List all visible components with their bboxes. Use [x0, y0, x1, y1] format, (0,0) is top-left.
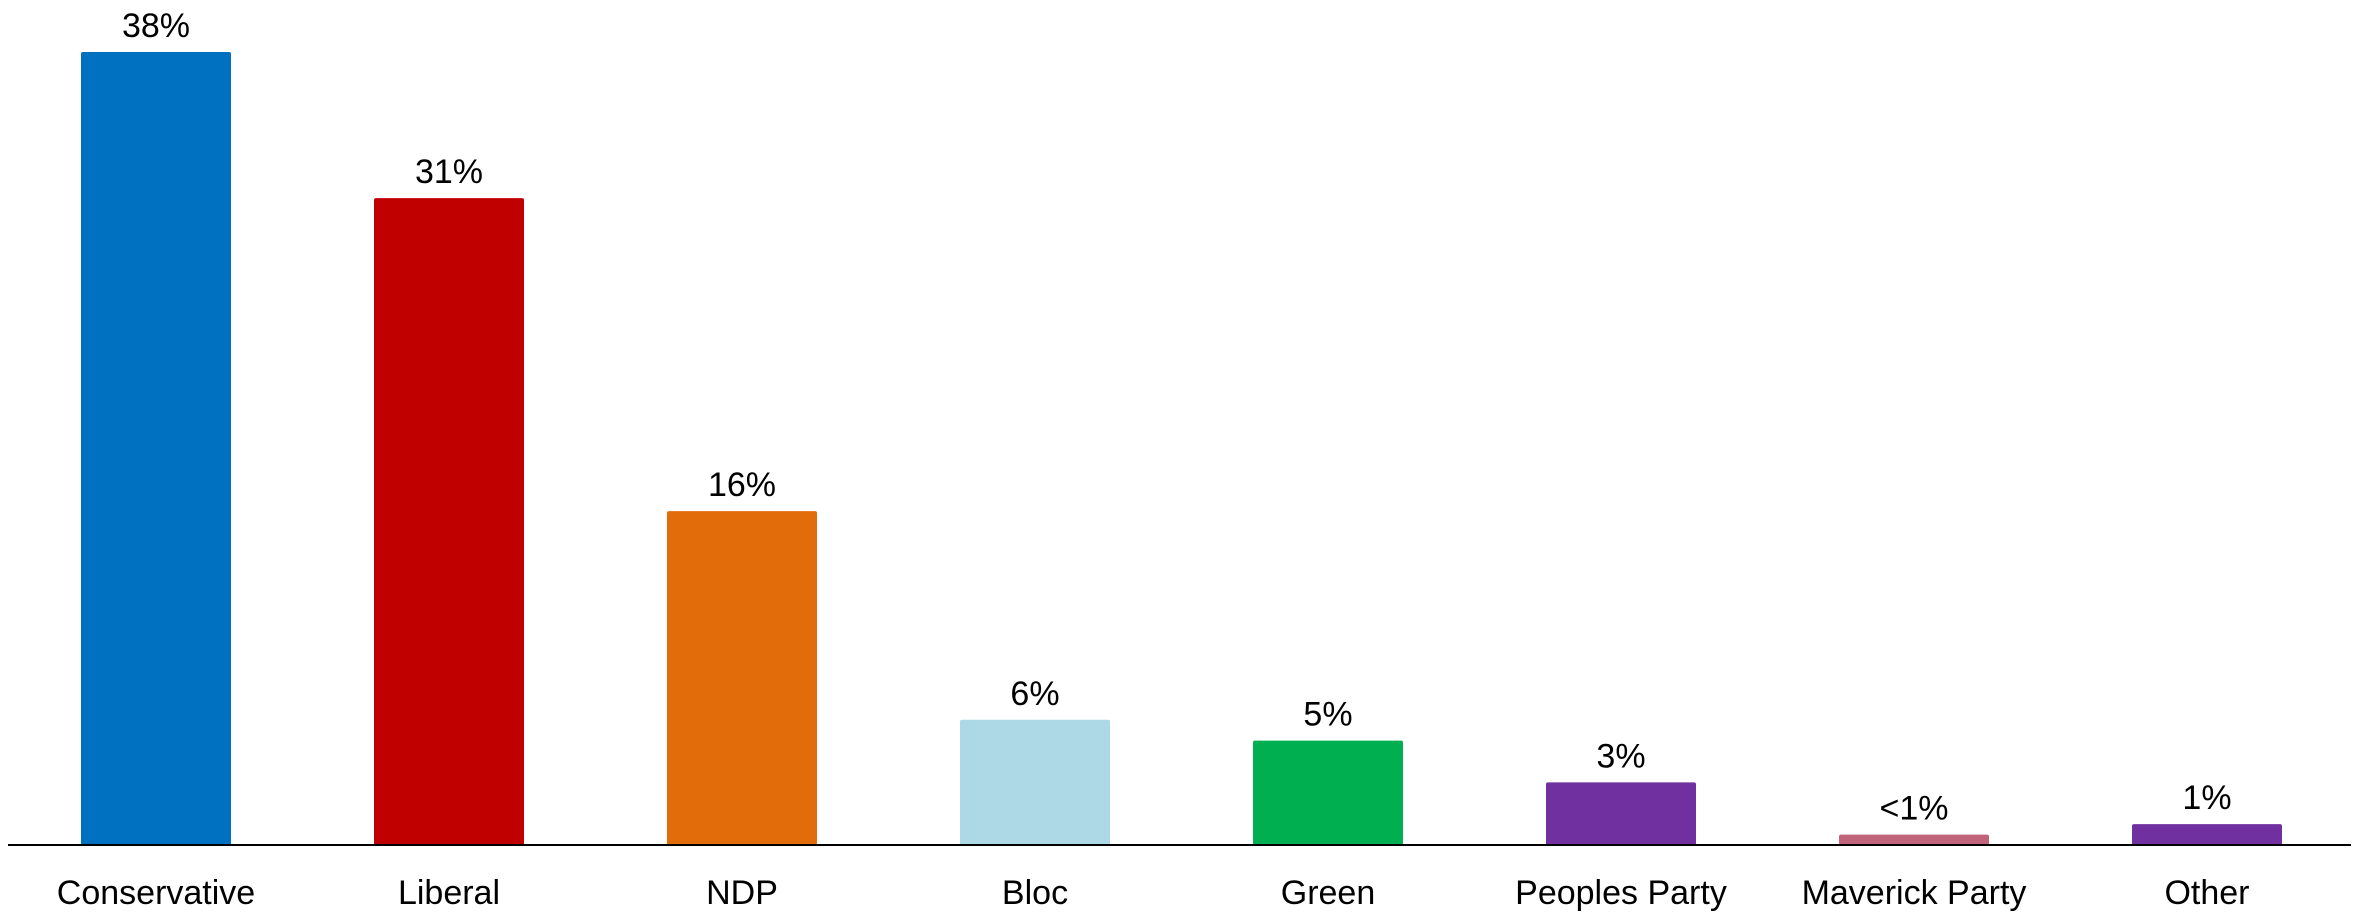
data-label-conservative: 38%: [122, 7, 190, 45]
category-label-liberal: Liberal: [398, 874, 500, 912]
data-label-liberal: 31%: [415, 153, 483, 191]
data-label-other: 1%: [2182, 779, 2231, 817]
bar-conservative: [81, 52, 231, 845]
bar-green: [1253, 740, 1403, 845]
bar-other: [2132, 824, 2282, 845]
category-label-peoples-party: Peoples Party: [1515, 874, 1727, 912]
bar-bloc: [960, 719, 1110, 845]
category-label-green: Green: [1281, 874, 1376, 912]
bar-peoples-party: [1546, 782, 1696, 845]
bar-liberal: [374, 198, 524, 845]
data-label-bloc: 6%: [1010, 675, 1059, 713]
category-label-bloc: Bloc: [1002, 874, 1068, 912]
category-label-ndp: NDP: [706, 874, 778, 912]
bar-maverick-party: [1839, 834, 1989, 845]
data-labels: 38% 31% 16% 6% 5% 3% <1% 1%: [122, 7, 2232, 828]
category-label-conservative: Conservative: [57, 874, 255, 912]
data-label-maverick-party: <1%: [1880, 790, 1949, 828]
bars: [81, 52, 2282, 845]
data-label-ndp: 16%: [708, 466, 776, 504]
category-label-maverick-party: Maverick Party: [1802, 874, 2027, 912]
data-label-green: 5%: [1303, 696, 1352, 734]
data-label-peoples-party: 3%: [1596, 737, 1645, 775]
category-label-other: Other: [2164, 874, 2249, 912]
bar-ndp: [667, 511, 817, 845]
category-labels: Conservative Liberal NDP Bloc Green Peoples P…: [57, 874, 2250, 912]
